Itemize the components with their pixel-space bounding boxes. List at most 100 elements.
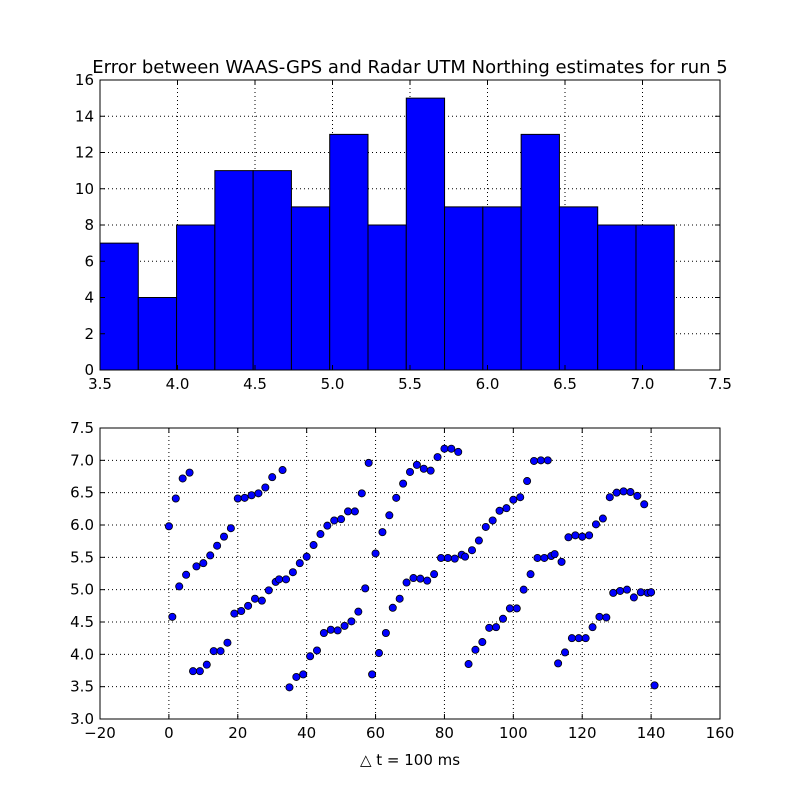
- scatter-point: [299, 670, 308, 679]
- scatter-point: [213, 541, 222, 550]
- scatter-ticks: −20 0 20 40 60 80 100 120 140 160 3.0 3.5 4.0 4.5 5.0 5…: [70, 419, 734, 742]
- histogram-y-tick-label: 16: [75, 71, 94, 89]
- scatter-point: [192, 562, 201, 571]
- scatter-x-tick-label: 20: [228, 724, 247, 742]
- scatter-point: [474, 536, 483, 545]
- scatter-point: [233, 494, 242, 503]
- scatter-point: [602, 613, 611, 622]
- scatter-point: [240, 493, 249, 502]
- scatter-point: [199, 559, 208, 568]
- scatter-y-tick-label: 7.5: [70, 419, 94, 437]
- scatter-x-tick-label: 60: [366, 724, 385, 742]
- scatter-point: [188, 667, 197, 676]
- scatter-point: [412, 460, 421, 469]
- scatter-point: [378, 528, 387, 537]
- scatter-y-tick-label: 5.0: [70, 581, 94, 599]
- histogram-bar: [252, 170, 292, 371]
- scatter-point: [536, 456, 545, 465]
- scatter-point: [343, 507, 352, 516]
- histogram-x-tick-label: 7.0: [631, 375, 655, 393]
- histogram-bar: [597, 224, 637, 371]
- histogram-x-tick-label: 5.0: [321, 375, 345, 393]
- scatter-point: [650, 681, 659, 690]
- scatter-point: [257, 596, 266, 605]
- scatter-y-tick-label: 3.0: [70, 710, 94, 728]
- scatter-point: [175, 582, 184, 591]
- histogram-y-tick-label: 6: [84, 252, 94, 270]
- scatter-point: [419, 464, 428, 473]
- histogram-bar: [405, 97, 446, 371]
- scatter-x-tick-label: 40: [297, 724, 316, 742]
- scatter-point: [543, 456, 552, 465]
- scatter-point: [409, 574, 418, 583]
- scatter-point: [333, 626, 342, 635]
- scatter-point: [571, 531, 580, 540]
- scatter-point: [616, 586, 625, 595]
- scatter-point: [306, 652, 315, 661]
- scatter-point: [505, 604, 514, 613]
- scatter-point: [302, 552, 311, 561]
- scatter-point: [230, 609, 239, 618]
- scatter-point: [216, 647, 225, 656]
- scatter-point: [485, 623, 494, 632]
- scatter-point: [364, 458, 373, 467]
- histogram-x-tick-label: 3.5: [88, 375, 112, 393]
- scatter-point: [519, 585, 528, 594]
- scatter-point: [640, 500, 649, 509]
- scatter-point: [581, 634, 590, 643]
- scatter-point: [567, 634, 576, 643]
- histogram-bar: [176, 224, 216, 371]
- scatter-y-tick-label: 4.0: [70, 645, 94, 663]
- scatter-point: [185, 468, 194, 477]
- histogram-chart: Error between WAAS-GPS and Radar UTM Nor…: [75, 57, 732, 393]
- histogram-ticks: 3.5 4.0 4.5 5.0 5.5 6.0 6.5 7.0 7.5 0 2 4 6 8 10 12 14 16: [75, 71, 732, 393]
- scatter-x-tick-label: 160: [706, 724, 735, 742]
- scatter-point: [392, 493, 401, 502]
- scatter-point: [471, 645, 480, 654]
- scatter-point: [402, 578, 411, 587]
- histogram-bar: [214, 170, 254, 371]
- scatter-point: [288, 568, 297, 577]
- histogram-bar: [520, 133, 560, 371]
- scatter-point: [416, 574, 425, 583]
- scatter-point: [374, 649, 383, 658]
- histogram-bar: [444, 206, 484, 371]
- scatter-point: [440, 444, 449, 453]
- histogram-y-tick-label: 12: [75, 144, 94, 162]
- scatter-point: [326, 625, 335, 634]
- scatter-point: [443, 553, 452, 562]
- scatter-point: [347, 617, 356, 626]
- scatter-point: [495, 506, 504, 515]
- scatter-point: [509, 495, 518, 504]
- scatter-point: [561, 648, 570, 657]
- scatter-point: [633, 491, 642, 500]
- scatter-x-tick-label: 140: [637, 724, 666, 742]
- scatter-point: [488, 516, 497, 525]
- scatter-point: [388, 603, 397, 612]
- scatter-point: [319, 628, 328, 637]
- scatter-y-tick-label: 5.5: [70, 548, 94, 566]
- histogram-y-tick-label: 10: [75, 180, 94, 198]
- scatter-point: [312, 646, 321, 655]
- scatter-point: [478, 638, 487, 647]
- scatter-point: [523, 477, 532, 486]
- scatter-point: [426, 466, 435, 475]
- scatter-point: [226, 524, 235, 533]
- scatter-point: [612, 488, 621, 497]
- scatter-point: [371, 549, 380, 558]
- scatter-point: [636, 588, 645, 597]
- scatter-point: [557, 557, 566, 566]
- scatter-point: [454, 447, 463, 456]
- histogram-bar: [558, 206, 599, 371]
- scatter-point: [357, 489, 366, 498]
- scatter-point: [285, 683, 294, 692]
- scatter-point: [219, 532, 228, 541]
- scatter-point: [530, 456, 539, 465]
- scatter-x-tick-label: 100: [499, 724, 528, 742]
- histogram-x-tick-label: 5.5: [398, 375, 422, 393]
- scatter-point: [502, 504, 511, 513]
- histogram-x-tick-label: 7.5: [708, 375, 732, 393]
- histogram-bar: [367, 224, 407, 371]
- scatter-point: [430, 570, 439, 579]
- scatter-plot-frame: [99, 427, 721, 720]
